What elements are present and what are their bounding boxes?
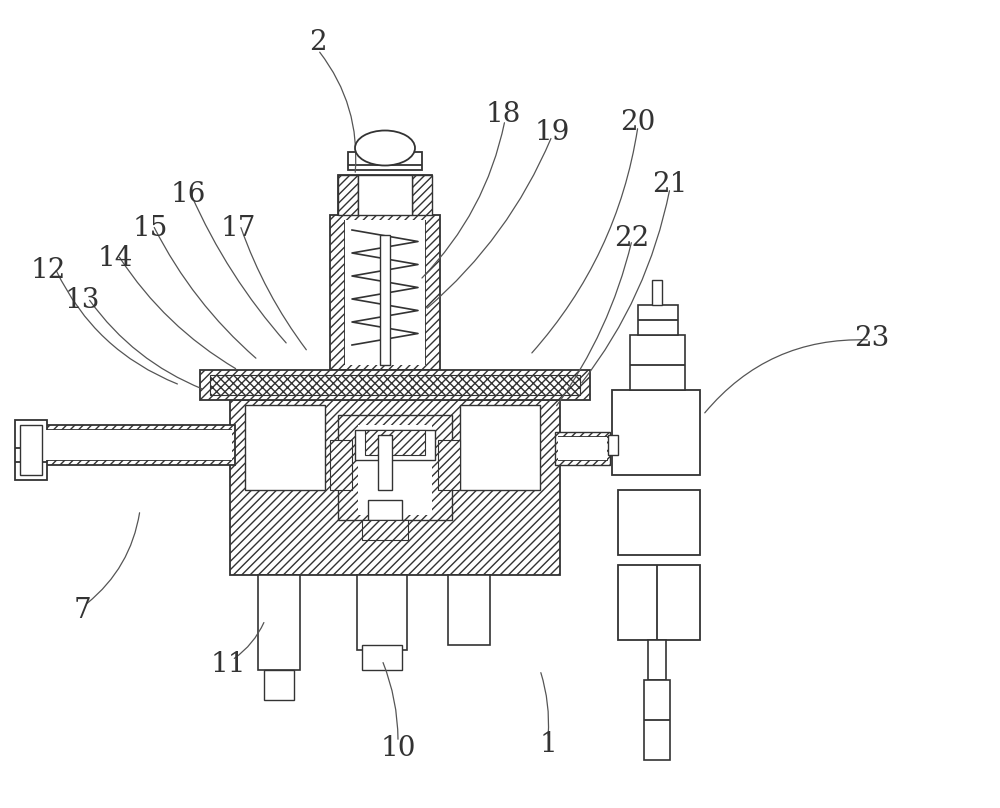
Bar xyxy=(608,435,618,455)
Text: 23: 23 xyxy=(854,325,890,351)
Text: 21: 21 xyxy=(652,171,688,199)
Bar xyxy=(358,425,432,515)
Bar xyxy=(558,437,607,460)
Text: 2: 2 xyxy=(309,30,327,57)
Bar xyxy=(357,575,407,650)
Text: 19: 19 xyxy=(534,119,570,145)
Bar xyxy=(412,175,432,215)
Bar xyxy=(330,440,352,490)
Bar xyxy=(652,280,662,305)
Text: 10: 10 xyxy=(380,734,416,761)
Text: 13: 13 xyxy=(64,287,100,314)
Bar xyxy=(330,215,440,370)
Bar xyxy=(358,175,412,215)
Bar xyxy=(43,430,232,460)
Text: 15: 15 xyxy=(132,214,168,242)
Bar xyxy=(362,520,408,540)
Bar xyxy=(612,390,700,475)
Bar xyxy=(460,405,540,490)
Bar xyxy=(264,670,294,700)
Text: 11: 11 xyxy=(210,651,246,679)
Bar xyxy=(15,420,47,480)
Bar xyxy=(380,235,390,365)
Bar xyxy=(378,435,392,490)
Bar xyxy=(648,640,666,680)
Text: 18: 18 xyxy=(485,102,521,128)
Bar xyxy=(448,575,490,645)
Text: 1: 1 xyxy=(539,731,557,759)
Bar xyxy=(365,430,425,455)
Bar xyxy=(338,175,432,215)
Bar xyxy=(20,425,42,475)
Bar xyxy=(245,405,325,490)
Text: 16: 16 xyxy=(170,182,206,208)
Bar xyxy=(368,500,402,520)
Bar xyxy=(338,175,358,215)
Bar xyxy=(210,375,580,395)
Bar xyxy=(644,680,670,760)
Bar xyxy=(438,440,460,490)
Text: 14: 14 xyxy=(97,245,133,271)
Text: 17: 17 xyxy=(220,214,256,242)
Text: 22: 22 xyxy=(614,225,650,251)
Bar xyxy=(362,645,402,670)
Bar xyxy=(618,565,700,640)
Bar xyxy=(230,400,560,575)
Bar xyxy=(348,152,422,170)
Bar xyxy=(345,220,425,365)
Bar xyxy=(638,305,678,335)
Bar xyxy=(338,415,452,520)
Bar xyxy=(630,335,685,390)
Text: 7: 7 xyxy=(73,596,91,624)
Text: 12: 12 xyxy=(30,256,66,284)
Bar xyxy=(618,490,700,555)
Bar xyxy=(200,370,590,400)
Text: 20: 20 xyxy=(620,108,656,136)
Ellipse shape xyxy=(355,131,415,166)
Bar xyxy=(40,425,235,465)
Bar xyxy=(258,575,300,670)
Bar xyxy=(355,430,435,460)
Bar xyxy=(555,432,610,465)
